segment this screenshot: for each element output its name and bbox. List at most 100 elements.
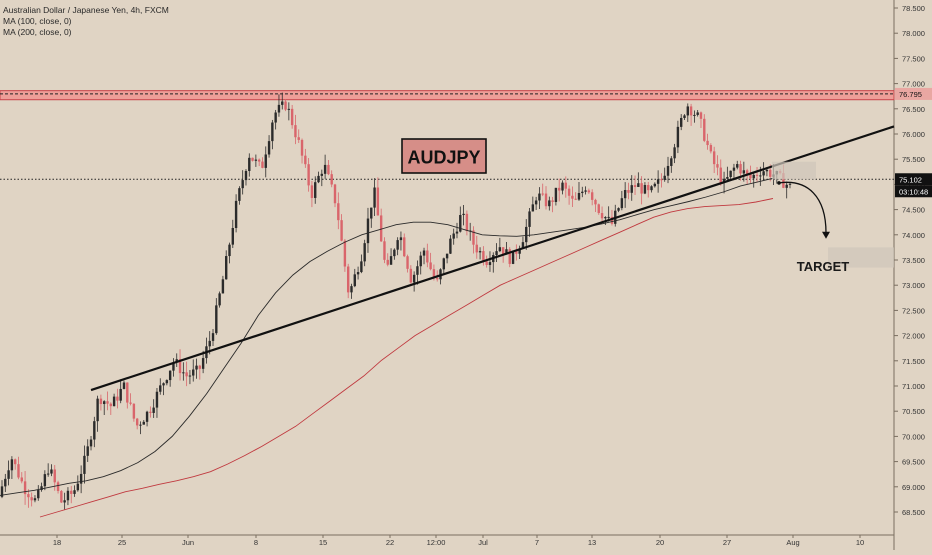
candle-up [531, 204, 535, 212]
candle-down [257, 159, 261, 162]
candle-up [666, 165, 670, 176]
candle-down [551, 200, 554, 202]
candle-down [376, 187, 380, 216]
candle-down [640, 183, 643, 194]
candle-up [50, 469, 53, 474]
candle-up [620, 198, 624, 209]
candle-down [610, 216, 614, 224]
candle-up [162, 383, 165, 386]
price-tick-label: 71.500 [902, 357, 925, 366]
candle-up [40, 486, 43, 491]
candle-up [653, 183, 657, 187]
candle-down [508, 249, 511, 264]
candle-up [89, 439, 93, 447]
candle-down [340, 220, 343, 241]
candle-down [627, 189, 630, 193]
ma100-line [0, 177, 776, 496]
candle-down [135, 418, 139, 426]
candle-up [172, 362, 175, 371]
price-tick-label: 73.000 [902, 281, 925, 290]
time-tick-label: 13 [588, 538, 596, 547]
candle-up [670, 158, 673, 166]
candle-up [211, 333, 215, 341]
candle-up [442, 258, 446, 270]
candle-down [300, 139, 304, 156]
candle-up [63, 500, 66, 503]
candle-up [241, 180, 244, 189]
time-tick-label: 15 [319, 538, 327, 547]
candle-down [755, 174, 759, 176]
candle-down [558, 187, 561, 191]
candle-down [30, 497, 33, 501]
price-tick-label: 76.500 [902, 105, 925, 114]
candle-up [264, 154, 267, 168]
price-tick-label: 74.500 [902, 206, 925, 215]
candle-up [696, 112, 699, 115]
candle-up [7, 470, 10, 479]
price-tick-label: 73.500 [902, 256, 925, 265]
candle-down [20, 477, 23, 482]
candle-down [594, 199, 597, 205]
candle-down [647, 185, 650, 191]
candle-up [581, 191, 584, 194]
target-label: TARGET [797, 259, 850, 274]
candle-up [521, 242, 525, 249]
candle-up [577, 193, 581, 200]
candle-down [719, 167, 722, 183]
candle-up [271, 122, 274, 142]
candle-down [297, 137, 300, 140]
candle-up [732, 167, 736, 171]
candle-up [604, 217, 607, 219]
candle-up [165, 380, 169, 384]
candle-down [386, 259, 389, 265]
time-tick-label: 20 [656, 538, 664, 547]
candle-down [251, 157, 254, 161]
candle-up [663, 175, 666, 180]
candle-down [426, 250, 429, 263]
price-tick-label: 74.000 [902, 231, 925, 240]
candle-down [284, 101, 287, 110]
candle-up [4, 478, 7, 487]
candle-up [73, 490, 76, 494]
target-highlight-box [828, 247, 894, 268]
price-tick-label: 70.000 [902, 432, 925, 441]
candle-up [412, 274, 416, 283]
candle-up [528, 211, 531, 227]
price-tick-label: 75.500 [902, 155, 925, 164]
candle-up [37, 490, 40, 499]
candle-up [765, 169, 769, 172]
time-tick-label: 22 [386, 538, 394, 547]
candle-up [676, 126, 680, 148]
candle-up [445, 253, 449, 259]
candle-down [716, 164, 719, 168]
candle-down [567, 188, 571, 196]
resistance-price-badge: 76.795 [899, 90, 922, 99]
candle-up [726, 177, 729, 179]
candle-up [396, 240, 399, 250]
candle-up [363, 243, 366, 262]
candle-down [56, 482, 60, 491]
candle-down [482, 251, 485, 262]
candle-down [17, 464, 20, 478]
candle-up [495, 251, 498, 256]
candle-down [23, 481, 27, 495]
candle-up [112, 396, 116, 407]
time-tick-label: Jul [478, 538, 488, 547]
candle-down [261, 161, 264, 168]
candle-up [201, 358, 205, 369]
candle-down [703, 118, 706, 141]
candle-down [330, 174, 333, 185]
time-tick-label: Jun [182, 538, 194, 547]
candle-down [782, 173, 785, 188]
candle-down [53, 469, 56, 483]
candle-up [399, 237, 403, 241]
legend-ma100: MA (100, close, 0) [3, 16, 72, 26]
candle-down [689, 106, 693, 116]
candle-down [406, 256, 409, 269]
candle-up [561, 182, 564, 191]
candle-up [722, 178, 726, 183]
time-tick-label: 25 [118, 538, 126, 547]
candle-up [679, 117, 683, 127]
